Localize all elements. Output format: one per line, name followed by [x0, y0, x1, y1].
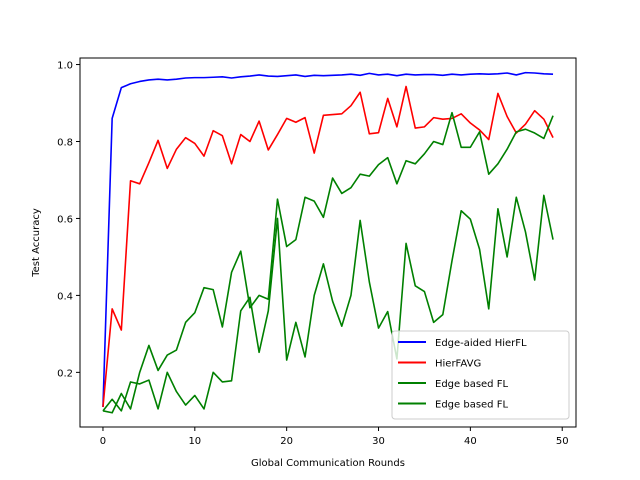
x-tick-label: 10	[188, 436, 201, 447]
y-tick-label: 0.6	[57, 214, 73, 225]
x-tick-label: 40	[464, 436, 477, 447]
y-axis-ticks: 0.2 0.4 0.6 0.8 1.0	[57, 61, 80, 379]
series-line-1	[102, 85, 554, 408]
x-axis-ticks: 0 10 20 30 40 50	[100, 427, 569, 447]
series-line-0	[102, 71, 554, 408]
y-axis-label: Test Accuracy	[31, 208, 42, 278]
y-tick-label: 0.2	[57, 368, 73, 379]
y-tick-label: 0.8	[57, 137, 73, 148]
legend-items: Edge-aided HierFL HierFAVG Edge based FL Ed…	[398, 338, 527, 411]
x-tick-label: 20	[280, 436, 293, 447]
x-tick-label: 50	[556, 436, 569, 447]
x-tick-label: 30	[372, 436, 385, 447]
y-tick-label: 0.4	[57, 291, 73, 302]
legend-label: HierFAVG	[435, 359, 481, 370]
legend-label: Edge based FL	[435, 379, 508, 390]
x-tick-label: 0	[100, 436, 106, 447]
y-tick-label: 1.0	[57, 61, 73, 72]
legend-box	[391, 330, 570, 420]
series-line-3	[102, 194, 554, 412]
plot-lines	[102, 71, 554, 414]
legend: Edge-aided HierFL HierFAVG Edge based FL Ed…	[391, 330, 570, 420]
x-axis-label: Global Communication Rounds	[251, 458, 405, 469]
legend-label: Edge-aided HierFL	[435, 338, 527, 349]
plot-frame	[79, 57, 577, 428]
legend-label: Edge based FL	[435, 400, 508, 411]
series-line-2	[102, 111, 554, 414]
